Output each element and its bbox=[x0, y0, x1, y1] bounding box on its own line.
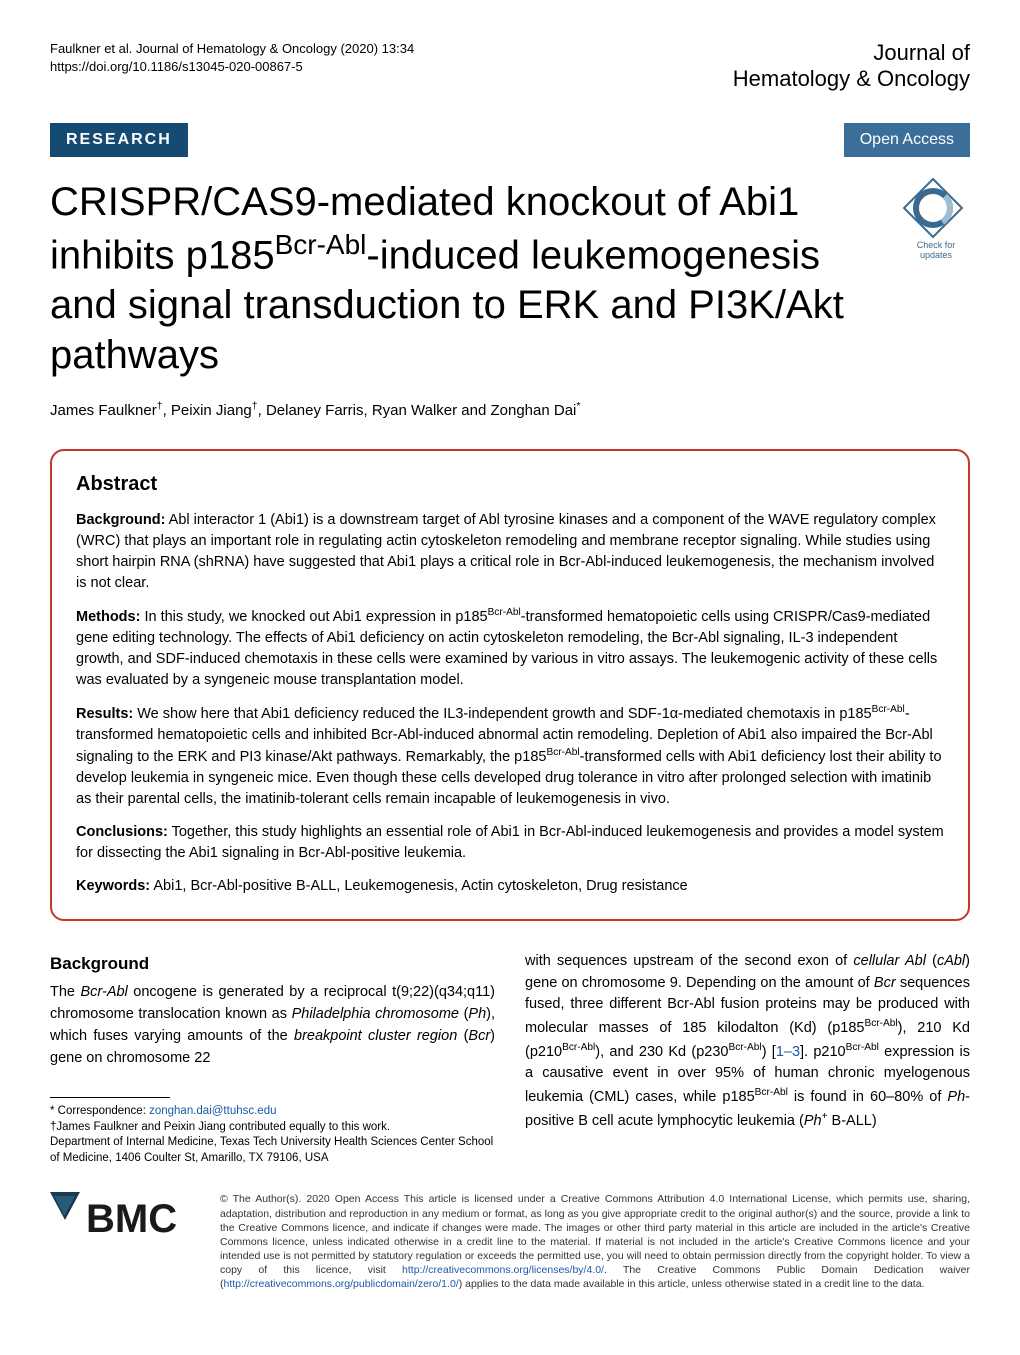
license-url[interactable]: http://creativecommons.org/licenses/by/4… bbox=[402, 1264, 604, 1276]
abstract-methods: Methods: In this study, we knocked out A… bbox=[76, 606, 944, 691]
corr-label: * Correspondence: bbox=[50, 1105, 149, 1117]
abstract-text: Abl interactor 1 (Abi1) is a downstream … bbox=[76, 512, 936, 591]
abstract-label: Methods: bbox=[76, 609, 140, 625]
abstract-label: Results: bbox=[76, 706, 133, 722]
article-type-label: RESEARCH bbox=[50, 123, 188, 157]
background-heading: Background bbox=[50, 951, 495, 977]
abstract-box: Abstract Background: Abl interactor 1 (A… bbox=[50, 449, 970, 921]
check-for-updates-badge[interactable]: Check for updates bbox=[902, 177, 970, 261]
article-type-banner: RESEARCH Open Access bbox=[50, 123, 970, 157]
abstract-label: Conclusions: bbox=[76, 824, 168, 840]
license-text: © The Author(s). 2020 Open Access This a… bbox=[220, 1192, 970, 1291]
background-para-right: with sequences upstream of the second ex… bbox=[525, 951, 970, 1132]
abstract-text: In this study, we knocked out Abi1 expre… bbox=[76, 609, 937, 688]
check-updates-icon bbox=[902, 177, 964, 239]
waiver-url[interactable]: http://creativecommons.org/publicdomain/… bbox=[224, 1278, 459, 1290]
right-column: with sequences upstream of the second ex… bbox=[525, 951, 970, 1167]
citation-line: Faulkner et al. Journal of Hematology & … bbox=[50, 40, 414, 58]
check-updates-label: Check for updates bbox=[902, 241, 970, 261]
body-columns: Background The Bcr-Abl oncogene is gener… bbox=[50, 951, 970, 1167]
correspondence-line: * Correspondence: zonghan.dai@ttuhsc.edu bbox=[50, 1104, 495, 1120]
keywords-label: Keywords: bbox=[76, 878, 150, 894]
journal-line1: Journal of bbox=[733, 40, 970, 66]
license-part3: ) applies to the data made available in … bbox=[459, 1278, 925, 1290]
open-access-label: Open Access bbox=[844, 123, 970, 157]
journal-name: Journal of Hematology & Oncology bbox=[733, 40, 970, 93]
footnote-rule bbox=[50, 1097, 170, 1098]
abstract-background: Background: Abl interactor 1 (Abi1) is a… bbox=[76, 510, 944, 594]
abstract-heading: Abstract bbox=[76, 473, 944, 496]
license-row: BMC © The Author(s). 2020 Open Access Th… bbox=[50, 1192, 970, 1291]
article-title: CRISPR/CAS9-mediated knockout of Abi1 in… bbox=[50, 177, 887, 380]
header: Faulkner et al. Journal of Hematology & … bbox=[50, 40, 970, 93]
ref-link[interactable]: 1–3 bbox=[776, 1044, 800, 1060]
affiliation-line: Department of Internal Medicine, Texas T… bbox=[50, 1135, 495, 1166]
abstract-text: We show here that Abi1 deficiency reduce… bbox=[76, 706, 942, 807]
abstract-text: Together, this study highlights an essen… bbox=[76, 824, 944, 861]
keywords-text: Abi1, Bcr-Abl-positive B-ALL, Leukemogen… bbox=[150, 878, 688, 894]
equal-contrib-line: †James Faulkner and Peixin Jiang contrib… bbox=[50, 1120, 495, 1136]
abstract-conclusions: Conclusions: Together, this study highli… bbox=[76, 822, 944, 864]
corr-email-link[interactable]: zonghan.dai@ttuhsc.edu bbox=[149, 1105, 276, 1117]
abstract-results: Results: We show here that Abi1 deficien… bbox=[76, 703, 944, 810]
bmc-logo-text: BMC bbox=[86, 1197, 177, 1241]
footnotes: * Correspondence: zonghan.dai@ttuhsc.edu… bbox=[50, 1104, 495, 1166]
keywords-line: Keywords: Abi1, Bcr-Abl-positive B-ALL, … bbox=[76, 876, 944, 897]
left-column: Background The Bcr-Abl oncogene is gener… bbox=[50, 951, 495, 1167]
background-para-left: The Bcr-Abl oncogene is generated by a r… bbox=[50, 982, 495, 1069]
bmc-logo: BMC bbox=[50, 1192, 200, 1249]
authors-line: James Faulkner†, Peixin Jiang†, Delaney … bbox=[50, 400, 970, 419]
citation-block: Faulkner et al. Journal of Hematology & … bbox=[50, 40, 414, 76]
doi-line: https://doi.org/10.1186/s13045-020-00867… bbox=[50, 58, 414, 76]
journal-line2: Hematology & Oncology bbox=[733, 66, 970, 92]
abstract-label: Background: bbox=[76, 512, 165, 528]
